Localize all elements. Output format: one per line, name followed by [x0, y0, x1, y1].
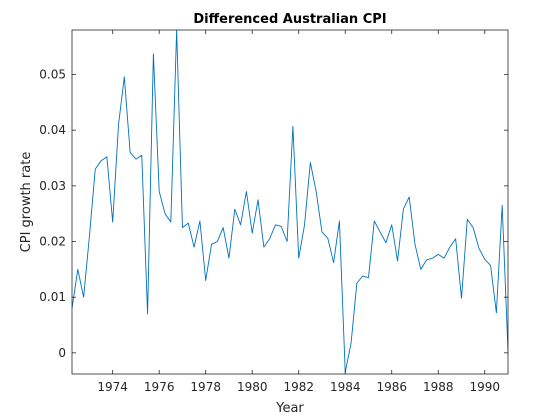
x-tick-label: 1990 [469, 380, 500, 394]
series-line-0 [72, 30, 508, 373]
plot-area [72, 30, 508, 373]
y-tick-label: 0.02 [39, 235, 66, 249]
x-axis-label: Year [275, 401, 304, 416]
x-tick-label: 1982 [283, 380, 314, 394]
chart-title: Differenced Australian CPI [193, 12, 386, 27]
x-tick-label: 1978 [190, 380, 221, 394]
x-axis-ticks: 1974 1976 1978 1980 1982 1984 1986 1988 1990 [97, 30, 500, 394]
axes-box [71, 29, 509, 375]
y-axis-label: CPI growth rate [19, 152, 34, 253]
x-tick-label: 1976 [144, 380, 175, 394]
y-axis-ticks: 0 0.01 0.02 0.03 0.04 0.05 [39, 68, 508, 360]
x-tick-label: 1986 [376, 380, 407, 394]
y-tick-label: 0.03 [39, 179, 66, 193]
x-tick-label: 1974 [97, 380, 128, 394]
y-tick-label: 0.05 [39, 68, 66, 82]
x-tick-label: 1988 [423, 380, 454, 394]
y-tick-label: 0.04 [39, 123, 66, 137]
y-tick-label: 0 [58, 346, 66, 360]
y-tick-label: 0.01 [39, 290, 66, 304]
x-tick-label: 1980 [237, 380, 268, 394]
x-tick-label: 1984 [330, 380, 361, 394]
